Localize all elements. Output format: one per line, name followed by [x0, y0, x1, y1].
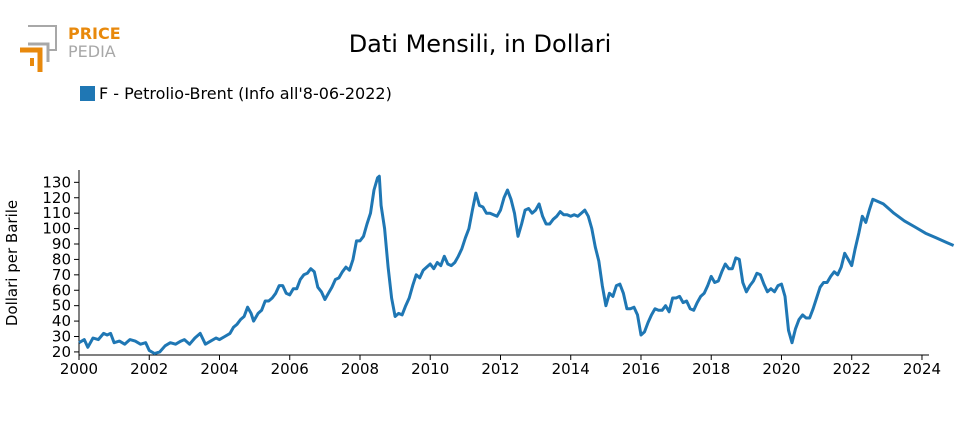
y-tick-label: 80 [52, 250, 71, 268]
pricepedia-logo: PRICE PEDIA [18, 24, 128, 74]
x-tick-label: 2016 [622, 360, 660, 378]
x-tick-label: 2024 [903, 360, 941, 378]
x-tick-label: 2018 [692, 360, 730, 378]
legend-swatch [80, 86, 95, 101]
y-axis-title: Dollari per Barile [3, 200, 21, 326]
logo-gray-bracket [28, 25, 57, 51]
x-tick-label: 2000 [60, 360, 98, 378]
logo-text-price: PRICE [68, 24, 121, 43]
y-tick-label: 90 [52, 235, 71, 253]
x-tick-label: 2004 [200, 360, 238, 378]
logo-orange-bracket-outer [20, 47, 43, 72]
chart-plot-area [78, 174, 955, 355]
y-tick-label: 70 [52, 266, 71, 284]
legend-entry-label: F - Petrolio-Brent (Info all'8-06-2022) [99, 84, 392, 103]
x-tick-label: 2010 [411, 360, 449, 378]
y-tick-label: 40 [52, 312, 71, 330]
chart-title: Dati Mensili, in Dollari [348, 30, 612, 58]
y-tick-label: 30 [52, 328, 71, 346]
x-tick-label: 2020 [762, 360, 800, 378]
chart-legend: F - Petrolio-Brent (Info all'8-06-2022) [80, 84, 392, 103]
x-tick-label: 2008 [341, 360, 379, 378]
y-tick-label: 60 [52, 281, 71, 299]
y-tick-label: 20 [52, 343, 71, 361]
logo-gray-bracket-inner [28, 42, 50, 62]
x-tick-label: 2022 [833, 360, 871, 378]
x-tick-label: 2012 [481, 360, 519, 378]
x-tick-label: 2014 [552, 360, 590, 378]
y-tick-label: 50 [52, 297, 71, 315]
x-tick-label: 2006 [271, 360, 309, 378]
series-line-brent [78, 174, 955, 355]
x-tick-label: 2002 [130, 360, 168, 378]
y-tick-label: 110 [42, 204, 71, 222]
y-tick-label: 100 [42, 220, 71, 238]
y-tick-label: 120 [42, 189, 71, 207]
pricepedia-logo-mark [20, 25, 57, 72]
y-tick-label: 130 [42, 173, 71, 191]
logo-text-pedia: PEDIA [68, 42, 116, 61]
